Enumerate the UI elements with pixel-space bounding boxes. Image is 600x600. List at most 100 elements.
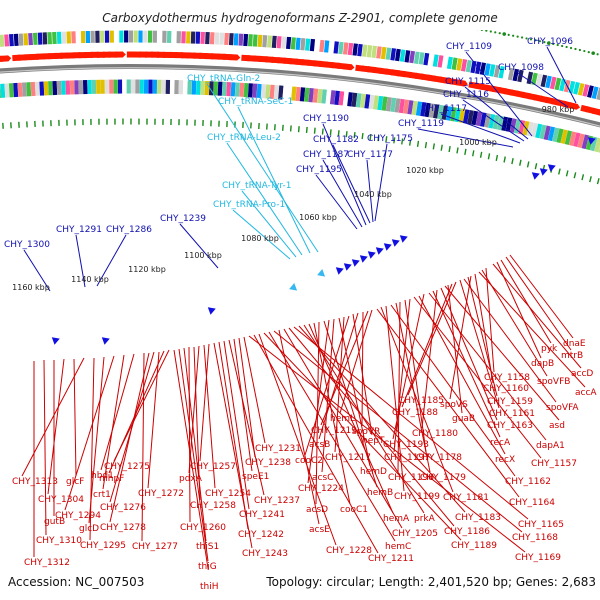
top-leader-line [23,249,51,292]
bottom-leader-line [213,342,253,549]
bottom-leader-line [440,287,498,421]
gene-block [535,73,543,87]
inner-tick [353,132,356,139]
feature-triangle [383,243,392,251]
gene-block [152,30,158,43]
gene-block [37,32,43,45]
feature-triangle [101,337,110,345]
dot-tick [223,0,225,2]
gene-block [415,101,423,116]
gene-block [32,32,38,45]
gene-block [269,84,275,99]
inner-tick [401,138,404,145]
bottom-leader-line [459,279,500,409]
gene-block [329,90,336,105]
bottom-gene-label: CHY_1276 [100,503,146,513]
gene-block [169,79,175,95]
gene-block [252,34,258,47]
gene-block [372,95,379,110]
bottom-gene-label: CHY_1186 [444,527,490,537]
gene-block [278,85,284,100]
inner-tick [589,176,592,183]
gene-block [465,59,472,73]
bottom-gene-label: asd [549,421,565,431]
bottom-leader-line [100,353,135,471]
gene-block [130,79,136,94]
dot-tick [502,32,507,36]
forward-gene-arrow [456,79,468,87]
gene-block [454,107,461,123]
gene-block [503,66,510,80]
bottom-gene-label: hemD [360,467,387,477]
dot-tick [463,26,465,28]
bottom-gene-label: CHY_1277 [132,542,178,552]
dot-tick [534,39,537,42]
bottom-gene-label: CHY_1219 [311,426,357,436]
bottom-gene-label: CHY_1181 [443,493,489,503]
gene-block [71,31,76,44]
gene-block [157,30,162,43]
gene-block [586,85,594,98]
gene-block [445,106,453,121]
gene-block [300,38,306,51]
kbp-label: 1040 kbp [354,190,392,199]
dot-tick [587,51,590,54]
gene-block [61,31,67,44]
gene-block [347,42,354,56]
genome-backbone [0,64,600,128]
gene-block [91,79,97,94]
bottom-gene-label: CHY_1260 [180,523,226,533]
bottom-gene-label: spoVFB [537,377,570,387]
bottom-leader-line [421,289,438,429]
dot-tick [246,1,248,3]
gene-block [124,30,129,43]
dot-tick [516,35,519,38]
inner-tick [393,137,396,144]
gene-block [316,88,323,104]
forward-gene-arrow [592,107,600,116]
top-leader-line [232,209,291,260]
gene-block [531,72,538,86]
gene-block [256,83,262,99]
gene-block [17,82,23,97]
bottom-leader-line [268,331,396,542]
gene-block [535,123,543,139]
top-gene-label: CHY_1300 [4,240,50,250]
gene-block [217,81,223,96]
inner-tick [495,154,499,161]
gene-block [517,69,524,83]
bottom-gene-label: hemC [385,542,411,552]
bottom-leader-line [278,329,320,525]
inner-tick [511,158,514,165]
bottom-gene-label: hemA [383,514,410,524]
kbp-label: 1000 kbp [459,138,497,147]
top-leader-line [517,72,569,108]
gene-block [399,49,406,62]
dot-tick [300,5,302,7]
bottom-leader-line [223,340,250,510]
gene-block [342,42,349,55]
dot-tick [273,3,275,5]
gene-block [262,35,268,48]
kbp-label: 1100 kbp [184,251,222,260]
dot-tick [543,41,546,44]
bottom-leader-line [380,306,454,493]
top-gene-label: CHY_1098 [498,63,544,73]
gene-block [61,80,66,95]
top-gene-label: CHY_1187 [303,150,349,160]
top-gene-labels: CHY_1109 CHY_1096 CHY_1098 CHY_1115 CHY_1116… [4,37,573,250]
dot-tick [296,4,298,6]
dot-tick [538,40,542,43]
bottom-gene-label: CHY_1242 [238,530,284,540]
gene-block [39,81,45,96]
feature-triangle [539,168,548,176]
gene-block [385,97,392,112]
gene-block [309,38,316,52]
gene-block [65,80,71,95]
dot-tick [578,48,582,52]
bottom-gene-label: dnaE [563,339,586,349]
bottom-leader-line [43,359,47,536]
gene-block [247,34,253,47]
gene-block [30,81,36,97]
gene-block [513,119,521,134]
